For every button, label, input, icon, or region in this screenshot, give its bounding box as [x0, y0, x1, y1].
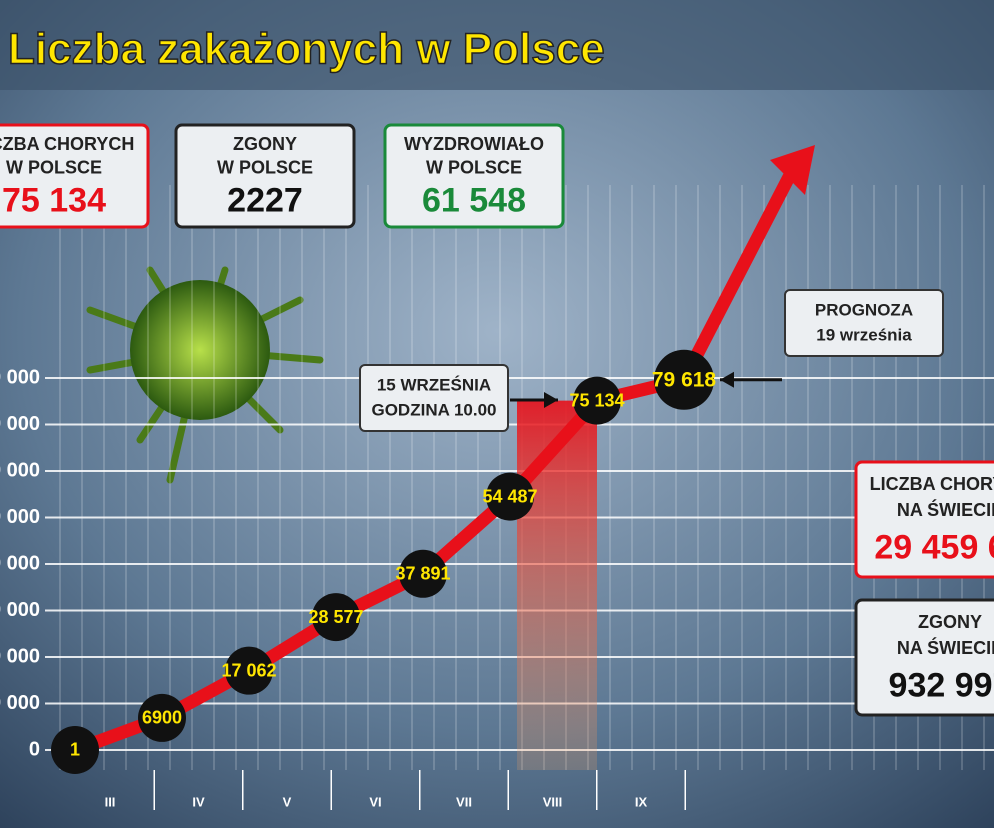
stat-value: 29 459 64	[874, 528, 994, 566]
y-tick-label: 60 000	[0, 459, 40, 481]
x-month-label: VII	[456, 794, 472, 809]
data-label: 54 487	[482, 486, 537, 506]
x-month-label: VIII	[543, 794, 563, 809]
data-point	[225, 646, 273, 695]
data-label: 1	[70, 740, 80, 760]
data-point	[399, 549, 447, 598]
data-label: 6900	[142, 708, 182, 728]
stat-box	[383, 123, 565, 229]
y-tick-label: 0	[29, 738, 40, 760]
stat-label: ZGONY	[233, 134, 297, 154]
data-label: 17 062	[221, 660, 276, 680]
y-tick-label: 50 000	[0, 506, 40, 528]
stat-box	[854, 598, 994, 717]
x-month-label: IX	[635, 794, 648, 809]
stat-label: W POLSCE	[217, 158, 313, 178]
data-point	[312, 593, 360, 642]
y-tick-label: 30 000	[0, 599, 40, 621]
y-tick-label: 40 000	[0, 552, 40, 574]
highlight-area	[517, 400, 597, 770]
stat-label: WYZDROWIAŁO	[404, 134, 544, 154]
stat-label: NA ŚWIECIE	[897, 637, 994, 658]
data-label: 75 134	[569, 390, 624, 410]
data-point	[138, 693, 186, 742]
arrow-shaft	[678, 172, 796, 383]
data-label: 37 891	[395, 564, 450, 584]
stat-box	[174, 123, 356, 229]
stat-value: 75 134	[2, 182, 106, 220]
arrow-head	[770, 145, 815, 195]
stat-value: 2227	[227, 182, 303, 220]
x-month-label: III	[105, 794, 116, 809]
y-tick-label: 70 000	[0, 413, 40, 435]
stat-box	[854, 460, 994, 579]
stat-box	[0, 123, 150, 229]
data-point	[51, 725, 99, 774]
stat-label: NA ŚWIECIE	[897, 499, 994, 520]
stat-label: LICZBA CHORYCH	[870, 474, 994, 494]
y-tick-label: 20 000	[0, 645, 40, 667]
annotation-box	[784, 289, 944, 357]
data-label: 79 618	[652, 368, 717, 391]
data-point	[654, 349, 714, 410]
annotation-box	[359, 364, 509, 432]
annotation-line: 19 września	[816, 325, 912, 344]
data-label: 28 577	[308, 607, 363, 627]
stat-value: 61 548	[422, 182, 526, 220]
annotation-arrowhead	[720, 371, 734, 388]
stat-label: W POLSCE	[426, 158, 522, 178]
x-month-label: IV	[192, 794, 205, 809]
chart-title: Liczba zakażonych w Polsce	[8, 25, 605, 74]
y-tick-label: 80 000	[0, 366, 40, 388]
data-point	[486, 472, 534, 521]
y-tick-label: 10 000	[0, 692, 40, 714]
stat-value: 932 997	[889, 666, 994, 704]
stat-label: ZGONY	[918, 612, 982, 632]
annotation-arrowhead	[544, 392, 558, 408]
stat-label: W POLSCE	[6, 158, 102, 178]
annotation-line: PROGNOZA	[815, 300, 913, 319]
annotation-line: 15 WRZEŚNIA	[377, 375, 491, 394]
x-month-label: V	[283, 794, 292, 809]
x-month-label: VI	[369, 794, 381, 809]
annotation-line: GODZINA 10.00	[371, 400, 496, 419]
data-point	[573, 376, 621, 425]
title-band	[0, 0, 994, 90]
stat-label: LICZBA CHORYCH	[0, 134, 134, 154]
